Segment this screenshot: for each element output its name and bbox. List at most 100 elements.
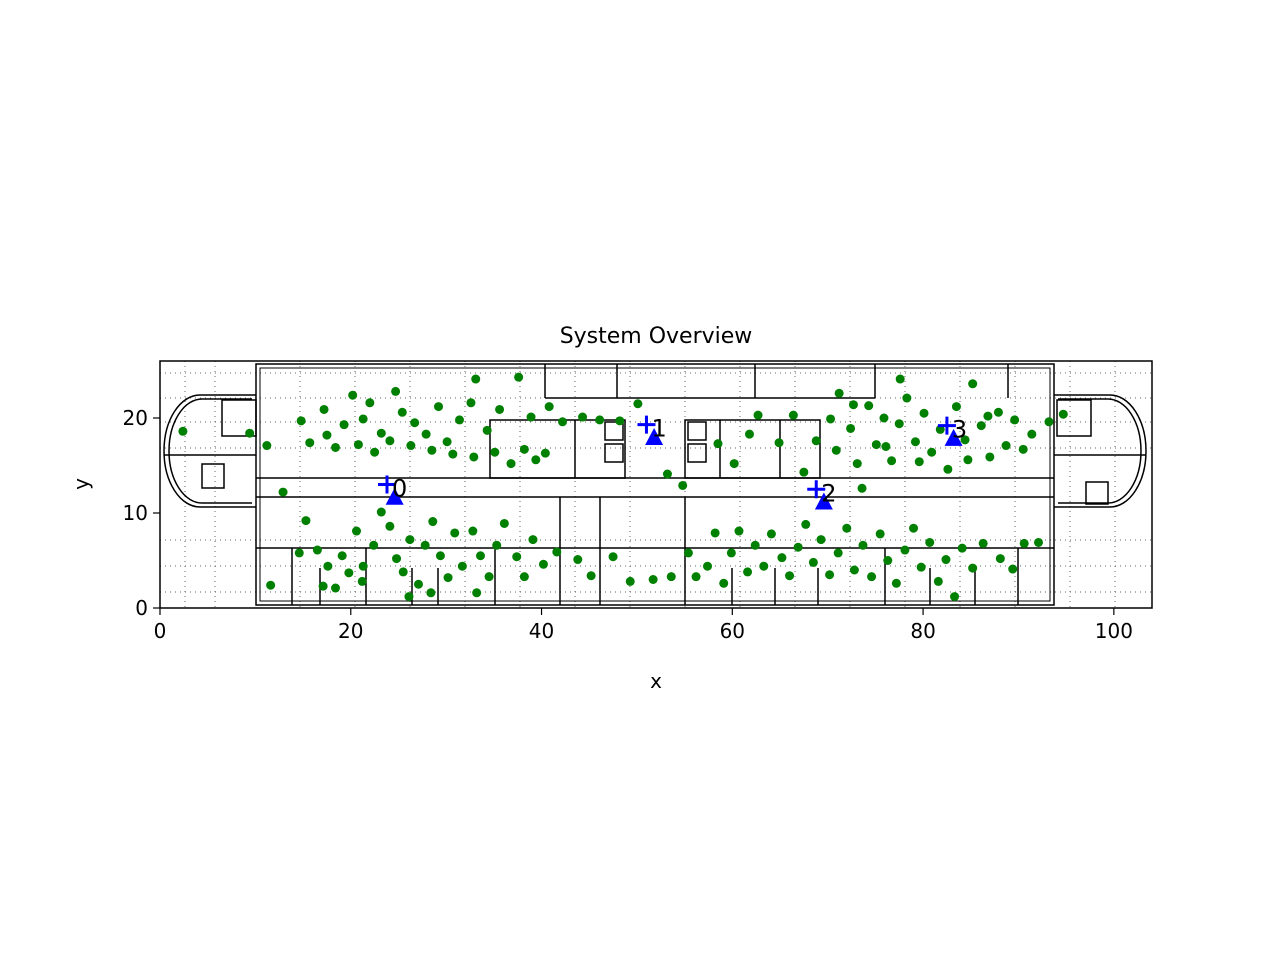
data-point-69 — [475, 551, 485, 561]
data-point-124 — [978, 538, 988, 548]
data-point-150 — [919, 408, 929, 418]
data-point-117 — [916, 562, 926, 572]
data-point-15 — [410, 418, 420, 428]
data-point-159 — [993, 407, 1003, 417]
data-point-133 — [744, 429, 754, 439]
data-point-65 — [443, 573, 453, 583]
data-point-135 — [774, 438, 784, 448]
data-point-3 — [278, 487, 288, 497]
y-axis-label: y — [69, 478, 93, 490]
data-point-83 — [666, 572, 676, 582]
data-point-46 — [294, 548, 304, 558]
data-point-53 — [351, 526, 361, 536]
data-point-82 — [648, 575, 658, 584]
data-point-56 — [376, 507, 386, 517]
data-point-13 — [391, 386, 401, 396]
data-point-80 — [608, 552, 618, 562]
data-point-166 — [831, 445, 841, 455]
data-point-0 — [178, 426, 188, 436]
data-point-105 — [816, 535, 826, 545]
data-point-50 — [331, 583, 341, 593]
anchor-plus-marker-0 — [378, 475, 397, 494]
data-point-37 — [370, 447, 380, 457]
data-point-112 — [875, 529, 885, 539]
data-point-114 — [891, 578, 901, 588]
anchor-label-3: 3 — [952, 416, 967, 444]
data-point-130 — [678, 480, 688, 490]
data-point-100 — [777, 553, 787, 563]
data-point-76 — [538, 559, 548, 569]
data-point-141 — [846, 423, 856, 433]
data-point-109 — [849, 565, 859, 575]
data-point-49 — [323, 561, 333, 571]
anchor-triangle-marker-3 — [944, 428, 963, 446]
data-point-57 — [385, 521, 395, 531]
x-tick-label-60: 60 — [720, 619, 745, 643]
data-point-5 — [296, 416, 306, 426]
data-point-93 — [719, 578, 729, 588]
data-points — [178, 372, 1068, 602]
anchor-0: 0 — [378, 475, 407, 505]
data-point-17 — [434, 402, 444, 412]
data-point-104 — [808, 557, 818, 567]
data-point-168 — [881, 442, 891, 451]
data-point-20 — [466, 398, 476, 408]
data-point-149 — [910, 437, 920, 447]
data-point-1 — [245, 428, 255, 438]
data-point-34 — [305, 438, 315, 448]
data-point-96 — [743, 567, 753, 577]
anchor-3: 3 — [937, 416, 967, 446]
data-point-66 — [450, 528, 460, 538]
data-point-137 — [799, 467, 809, 477]
data-point-136 — [788, 410, 798, 420]
data-point-151 — [927, 447, 937, 457]
x-tick-label-100: 100 — [1095, 619, 1133, 643]
data-point-153 — [943, 464, 953, 474]
data-point-31 — [595, 415, 605, 425]
data-point-26 — [526, 412, 536, 422]
data-point-121 — [950, 592, 960, 602]
data-point-129 — [662, 469, 672, 479]
data-point-42 — [469, 452, 479, 462]
data-point-16 — [421, 429, 431, 439]
data-point-106 — [825, 570, 835, 580]
anchor-plus-marker-1 — [637, 415, 656, 434]
x-tick-label-20: 20 — [338, 619, 363, 643]
data-point-98 — [759, 561, 769, 571]
y-tick-label-0: 0 — [135, 596, 148, 620]
data-point-92 — [710, 528, 720, 538]
data-point-127 — [1019, 538, 1029, 548]
data-point-60 — [405, 535, 415, 545]
data-point-134 — [753, 410, 763, 420]
anchor-plus-marker-2 — [807, 480, 826, 499]
data-point-75 — [528, 535, 538, 545]
data-point-110 — [858, 540, 868, 550]
data-point-63 — [428, 517, 438, 527]
data-point-23 — [495, 404, 505, 414]
data-point-6 — [319, 404, 329, 414]
data-point-61 — [413, 579, 423, 589]
data-point-97 — [750, 540, 760, 550]
data-point-158 — [985, 452, 995, 462]
data-point-10 — [358, 414, 368, 424]
x-tick-label-40: 40 — [529, 619, 554, 643]
data-point-78 — [573, 555, 583, 565]
y-tick-label-20: 20 — [123, 406, 148, 430]
data-point-38 — [385, 436, 395, 446]
data-point-11 — [365, 398, 375, 408]
data-point-128 — [1033, 537, 1043, 547]
data-point-115 — [900, 545, 910, 555]
data-point-44 — [519, 444, 529, 454]
data-point-12 — [376, 428, 386, 438]
data-point-160 — [1001, 441, 1011, 451]
plot-area-frame — [159, 360, 1153, 609]
data-point-74 — [519, 572, 529, 582]
data-point-29 — [558, 417, 568, 427]
data-point-14 — [397, 407, 407, 417]
data-point-143 — [864, 401, 874, 411]
data-point-33 — [633, 399, 643, 409]
anchor-plus-marker-3 — [937, 416, 956, 435]
data-point-142 — [857, 483, 867, 493]
anchor-triangle-marker-2 — [814, 492, 833, 510]
